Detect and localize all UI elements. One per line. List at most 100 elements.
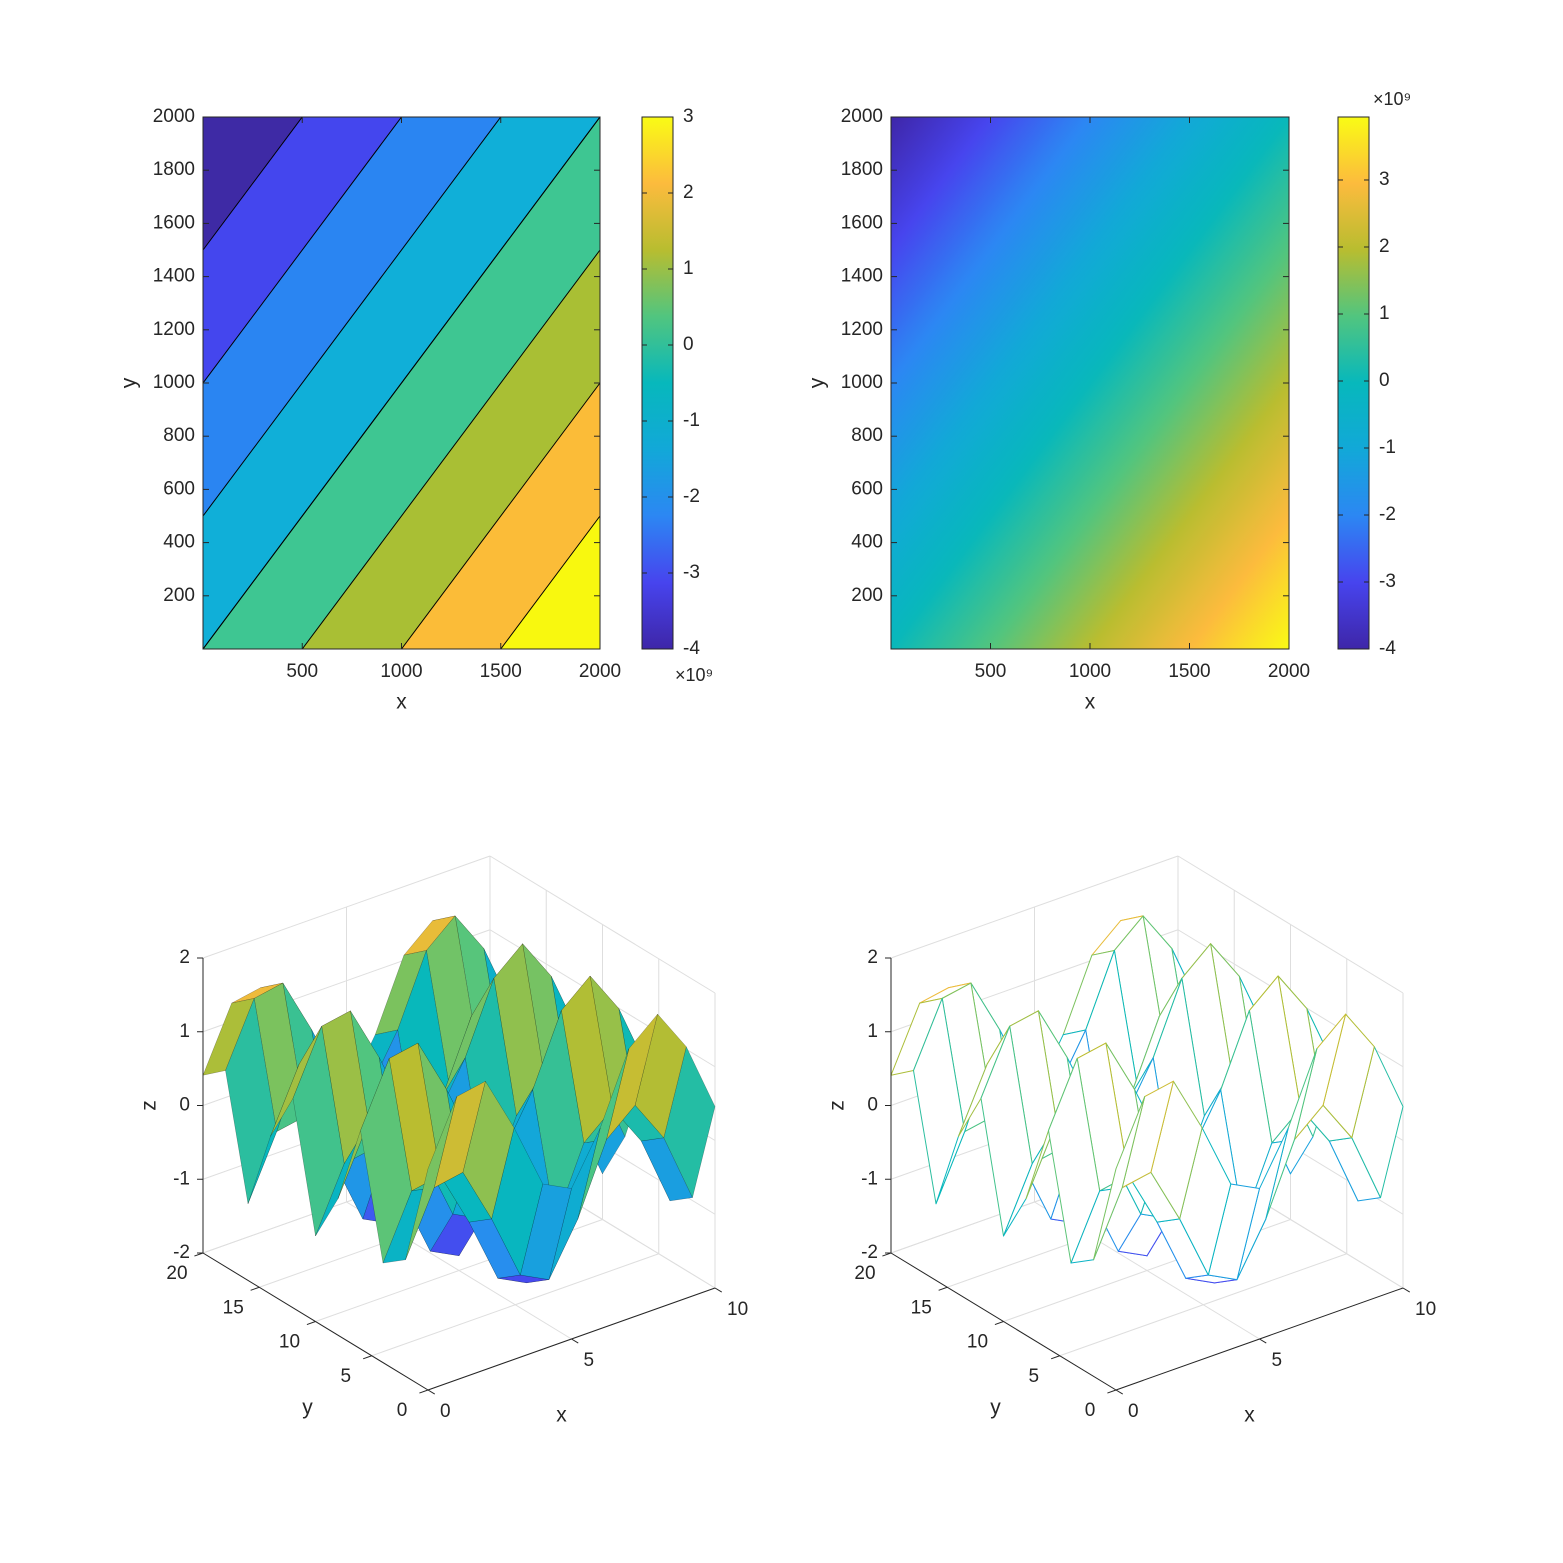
y-tick-label: 2000 <box>153 106 195 127</box>
y-tick-label: 5 <box>1028 1366 1039 1387</box>
surface <box>202 915 716 1284</box>
y-tick-label: 600 <box>851 478 883 499</box>
x-tick-label: 10 <box>727 1299 748 1320</box>
surface-face <box>292 1025 345 1237</box>
plot-area <box>891 117 1289 649</box>
y-tick-label: 0 <box>397 1400 408 1421</box>
colorbar-tick-label: 0 <box>683 334 694 355</box>
y-tick-label: 1600 <box>153 212 195 233</box>
y-tick-label: 20 <box>166 1263 187 1284</box>
y-tick <box>882 1252 892 1257</box>
z-axis-label: z <box>138 1100 161 1111</box>
contour-line <box>500 515 601 650</box>
colorbar-tick-label: 3 <box>1379 169 1390 190</box>
contour-line <box>202 116 502 517</box>
y-axis-label: y <box>806 377 829 388</box>
y-tick-label: 10 <box>967 1332 988 1353</box>
x-tick-label: 1500 <box>480 661 522 682</box>
y-tick-label: 1400 <box>841 266 883 287</box>
z-tick-label: -1 <box>861 1168 878 1189</box>
x-tick-label: 5 <box>1272 1350 1283 1371</box>
x-tick <box>1402 1287 1411 1293</box>
y-axis-label: y <box>118 377 141 388</box>
surface-face <box>202 998 255 1076</box>
y-tick-label: 1800 <box>841 159 883 180</box>
colorbar-tick-label: -1 <box>683 410 700 431</box>
x-axis-label: x <box>1085 691 1096 714</box>
x-axis-label: x <box>396 691 407 714</box>
colorbar-tick-label: 1 <box>683 258 694 279</box>
y-tick-label: 15 <box>223 1297 244 1318</box>
y-tick-label: 200 <box>851 585 883 606</box>
y-tick-label: 1600 <box>841 212 883 233</box>
z-tick-label: 1 <box>867 1021 878 1042</box>
y-tick-label: 2000 <box>841 106 883 127</box>
y-tick-label: 1200 <box>153 319 195 340</box>
x-tick-label: 2000 <box>579 661 621 682</box>
grid-line <box>371 1253 659 1357</box>
colorbar-tick-label: 1 <box>1379 303 1390 324</box>
x-tick-label: 5 <box>584 1350 595 1371</box>
x-axis-label: x <box>1244 1404 1255 1427</box>
colorbar-tick-label: -4 <box>683 638 700 659</box>
colorbar-exponent: ×10⁹ <box>675 665 713 685</box>
plot-area <box>202 116 601 650</box>
contour-line <box>401 382 601 650</box>
y-tick <box>362 1355 372 1360</box>
y-tick-label: 10 <box>279 1332 300 1353</box>
image <box>891 117 1289 649</box>
contour-line <box>202 116 601 650</box>
y-tick <box>938 1286 948 1291</box>
y-tick-label: 1000 <box>841 372 883 393</box>
x-tick-label: 1000 <box>380 661 422 682</box>
x-axis-label: x <box>556 1404 567 1427</box>
y-tick-label: 1400 <box>153 266 195 287</box>
x-tick-label: 1000 <box>1069 661 1111 682</box>
colorbar-tick-label: -2 <box>1379 504 1396 525</box>
colorbar <box>1337 116 1370 650</box>
y-axis-label: y <box>302 1396 313 1419</box>
y-tick-label: 600 <box>163 478 195 499</box>
grid-line <box>890 855 1179 959</box>
y-tick <box>250 1286 260 1291</box>
y-tick-label: 1800 <box>153 159 195 180</box>
x-tick <box>571 1338 579 1344</box>
colorbar <box>641 116 674 650</box>
y-tick <box>1050 1355 1060 1360</box>
y-tick-label: 200 <box>163 585 195 606</box>
z-tick-label: 0 <box>867 1095 878 1116</box>
colorbar-tick-label: 2 <box>683 182 694 203</box>
x-tick-label: 500 <box>286 661 318 682</box>
colorbar-tick-label: 0 <box>1379 370 1390 391</box>
y-tick <box>194 1252 204 1257</box>
y-tick-label: 5 <box>340 1366 351 1387</box>
contour-line <box>301 249 601 650</box>
z-tick-label: 0 <box>179 1095 190 1116</box>
y-tick-label: 1200 <box>841 319 883 340</box>
z-tick-label: 1 <box>179 1021 190 1042</box>
colorbar-tick-label: -4 <box>1379 638 1396 659</box>
colorbar-tick-label: -3 <box>1379 571 1396 592</box>
grid-line <box>1059 1253 1347 1357</box>
colorbar-tick-label: -2 <box>683 486 700 507</box>
x-tick-label: 0 <box>1128 1401 1139 1422</box>
x-tick-label: 500 <box>975 661 1007 682</box>
colorbar-tick-label: 3 <box>683 106 694 127</box>
x-tick-label: 0 <box>440 1401 451 1422</box>
colorbar-tick-label: 2 <box>1379 236 1390 257</box>
x-tick-label: 10 <box>1415 1299 1436 1320</box>
contour-line <box>202 116 402 384</box>
y-tick-label: 1000 <box>153 372 195 393</box>
y-tick-label: 20 <box>854 1263 875 1284</box>
z-axis-label: z <box>826 1100 849 1111</box>
z-tick-label: 2 <box>867 947 878 968</box>
y-tick <box>306 1321 316 1326</box>
colorbar-tick-label: -3 <box>683 562 700 583</box>
z-tick-label: 2 <box>179 947 190 968</box>
z-tick-label: -2 <box>173 1242 190 1263</box>
grid-line <box>1177 855 1404 994</box>
y-tick <box>1107 1389 1117 1394</box>
z-tick-label: -2 <box>861 1242 878 1263</box>
